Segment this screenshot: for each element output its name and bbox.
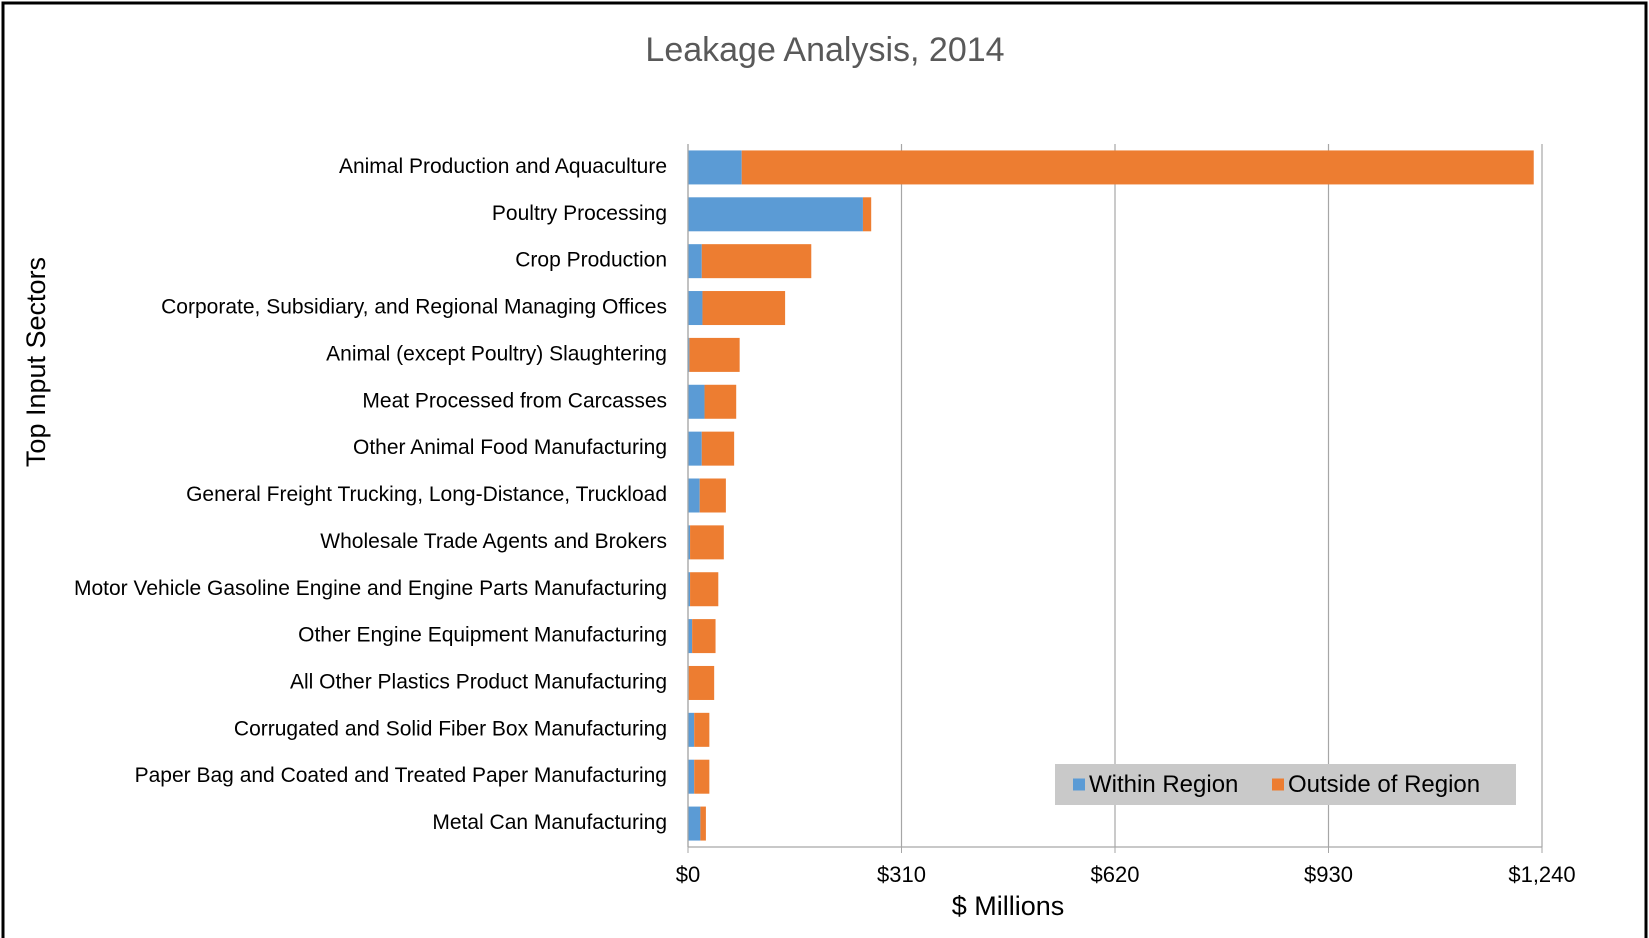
bar-segment	[688, 806, 701, 841]
bar-segment	[700, 806, 706, 841]
bar-segment	[688, 525, 691, 560]
bar-segment	[688, 478, 700, 513]
bar-segment	[690, 525, 724, 560]
y-tick-label: Wholesale Trade Agents and Brokers	[320, 530, 667, 553]
y-tick-label: Animal (except Poultry) Slaughtering	[326, 342, 667, 365]
y-tick-label: Poultry Processing	[492, 202, 667, 225]
legend-label: Outside of Region	[1288, 771, 1480, 798]
bar-segment	[701, 431, 735, 466]
bar-segment	[688, 665, 715, 700]
bar-segment	[692, 619, 716, 654]
x-tick-label: $930	[1304, 862, 1353, 887]
bar-segment	[694, 759, 710, 794]
x-tick-label: $1,240	[1508, 862, 1575, 887]
legend-swatch	[1272, 778, 1284, 791]
y-axis-title: Top Input Sectors	[21, 257, 51, 467]
bar-segment	[688, 384, 705, 419]
x-tick-label: $0	[676, 862, 700, 887]
x-tick-label: $310	[877, 862, 926, 887]
bar-segment	[741, 150, 1534, 185]
bar-segment	[688, 150, 742, 185]
bar-segment	[688, 197, 863, 232]
y-tick-label: Other Engine Equipment Manufacturing	[298, 624, 667, 647]
bar-segment	[688, 572, 691, 607]
bar-segment	[688, 759, 695, 794]
y-tick-label: Paper Bag and Coated and Treated Paper M…	[135, 764, 667, 787]
legend-label: Within Region	[1089, 771, 1238, 798]
bar-segment	[694, 712, 710, 747]
y-tick-label: Corporate, Subsidiary, and Regional Mana…	[161, 296, 667, 319]
bar-segment	[702, 291, 786, 326]
bar-segment	[690, 572, 719, 607]
y-tick-label: Meat Processed from Carcasses	[362, 389, 667, 412]
bar-segment	[704, 384, 737, 419]
bar-segment	[688, 337, 690, 372]
y-tick-label: Metal Can Manufacturing	[432, 811, 667, 834]
y-tick-label: Other Animal Food Manufacturing	[353, 436, 667, 459]
y-tick-label: General Freight Trucking, Long-Distance,…	[186, 483, 667, 506]
y-tick-label: All Other Plastics Product Manufacturing	[290, 671, 667, 694]
bar-segment	[688, 291, 703, 326]
y-tick-label: Animal Production and Aquaculture	[339, 155, 667, 178]
legend-swatch	[1073, 778, 1085, 791]
bar-segment	[701, 244, 812, 279]
x-tick-label: $620	[1091, 862, 1140, 887]
y-tick-label: Corrugated and Solid Fiber Box Manufactu…	[234, 717, 667, 740]
bar-segment	[862, 197, 872, 232]
bar-segment	[699, 478, 726, 513]
bar-segment	[689, 337, 740, 372]
legend-box	[1055, 764, 1516, 805]
chart-title: Leakage Analysis, 2014	[645, 31, 1004, 69]
bar-segment	[688, 712, 695, 747]
bar-segment	[688, 619, 693, 654]
x-axis-title: $ Millions	[952, 891, 1065, 921]
bar-segment	[688, 244, 702, 279]
y-tick-label: Crop Production	[515, 249, 667, 272]
y-tick-label: Motor Vehicle Gasoline Engine and Engine…	[74, 577, 667, 600]
bar-segment	[688, 431, 702, 466]
